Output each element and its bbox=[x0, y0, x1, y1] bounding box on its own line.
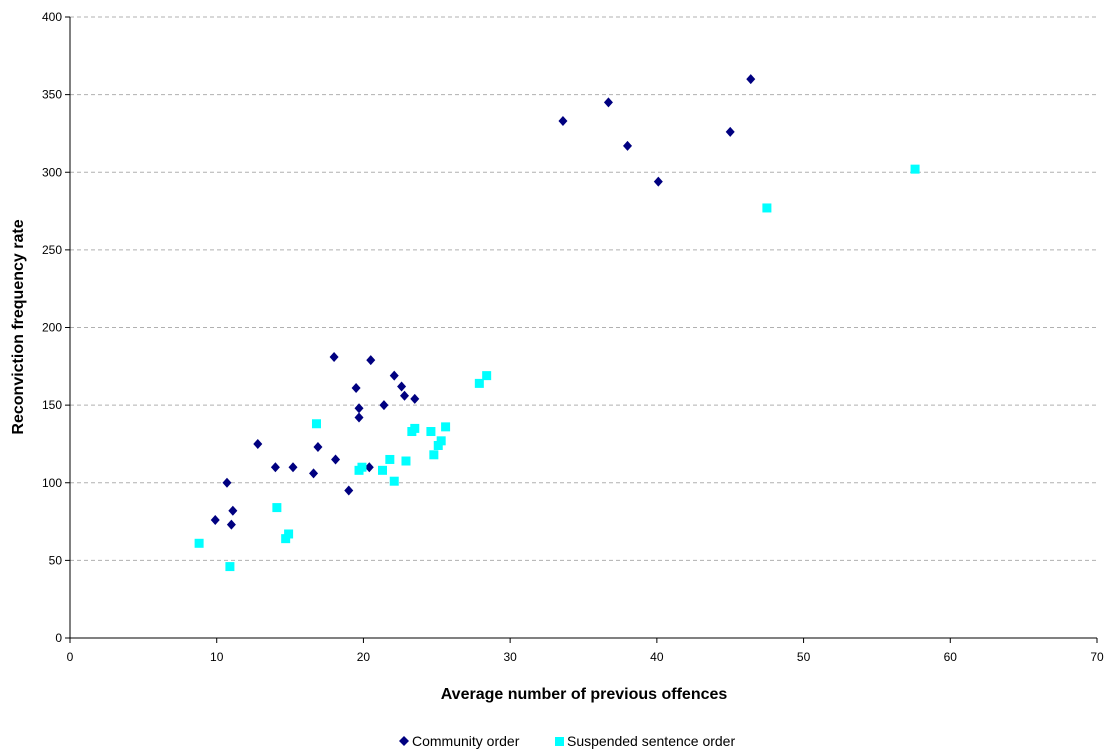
data-point-square bbox=[281, 534, 291, 544]
data-point-square bbox=[401, 456, 411, 466]
series-1 bbox=[194, 164, 920, 572]
y-tick-label: 400 bbox=[42, 10, 62, 24]
data-point-diamond bbox=[222, 477, 232, 488]
data-point-square bbox=[441, 422, 451, 432]
data-point-diamond bbox=[228, 505, 238, 516]
data-point-square bbox=[426, 427, 436, 437]
y-tick-label: 350 bbox=[42, 88, 62, 102]
series-0 bbox=[210, 74, 756, 530]
data-point-diamond bbox=[344, 485, 354, 496]
data-point-diamond bbox=[309, 468, 319, 479]
data-point-square bbox=[272, 503, 282, 513]
data-point-diamond bbox=[351, 383, 361, 394]
data-point-diamond bbox=[366, 355, 376, 366]
data-point-square bbox=[436, 436, 446, 446]
data-point-square bbox=[311, 419, 321, 429]
data-point-diamond bbox=[270, 462, 280, 473]
data-point-diamond bbox=[379, 400, 389, 411]
data-point-diamond bbox=[400, 390, 410, 401]
data-point-square bbox=[410, 423, 420, 433]
data-point-diamond bbox=[313, 442, 323, 453]
data-point-square bbox=[194, 538, 204, 548]
data-point-square bbox=[910, 164, 920, 174]
data-point-diamond bbox=[364, 462, 374, 473]
data-point-square bbox=[433, 440, 443, 450]
grid-lines bbox=[70, 16, 1097, 561]
legend-marker-community-order bbox=[399, 736, 409, 746]
data-point-square bbox=[389, 476, 399, 486]
legend-label-community-order: Community order bbox=[412, 733, 520, 749]
legend: Community order Suspended sentence order bbox=[399, 733, 735, 749]
x-tick-label: 30 bbox=[503, 650, 517, 664]
data-point-diamond bbox=[746, 74, 756, 85]
data-point-square bbox=[474, 378, 484, 388]
y-tick-label: 50 bbox=[49, 553, 63, 567]
legend-marker-suspended-sentence-order bbox=[555, 737, 564, 746]
data-point-diamond bbox=[410, 393, 420, 404]
y-axis-title: Reconviction frequency rate bbox=[10, 219, 27, 434]
y-tick-labels: 0 50 100 150 200 250 300 350 400 bbox=[42, 10, 62, 645]
data-point-diamond bbox=[329, 351, 339, 362]
data-point-diamond bbox=[210, 515, 220, 526]
data-point-diamond bbox=[653, 176, 663, 187]
data-points bbox=[194, 74, 920, 572]
data-point-square bbox=[284, 529, 294, 539]
data-point-square bbox=[429, 450, 439, 460]
data-point-diamond bbox=[603, 97, 613, 108]
y-tick-label: 300 bbox=[42, 165, 62, 179]
x-tick-label: 50 bbox=[797, 650, 811, 664]
data-point-square bbox=[762, 203, 772, 213]
data-point-square bbox=[357, 462, 367, 472]
x-axis-title: Average number of previous offences bbox=[441, 686, 728, 703]
data-point-diamond bbox=[226, 519, 236, 530]
legend-label-suspended-sentence-order: Suspended sentence order bbox=[567, 733, 735, 749]
x-tick-label: 60 bbox=[944, 650, 958, 664]
y-tick-label: 0 bbox=[55, 631, 62, 645]
x-tick-label: 40 bbox=[650, 650, 664, 664]
data-point-diamond bbox=[558, 116, 568, 127]
data-point-diamond bbox=[354, 403, 364, 414]
x-tick-label: 10 bbox=[210, 650, 224, 664]
y-tick-label: 200 bbox=[42, 321, 62, 335]
y-tick-label: 150 bbox=[42, 398, 62, 412]
x-tick-label: 70 bbox=[1090, 650, 1104, 664]
data-point-diamond bbox=[288, 462, 298, 473]
y-tick-label: 250 bbox=[42, 243, 62, 257]
data-point-square bbox=[378, 465, 388, 475]
axes bbox=[65, 16, 1098, 643]
data-point-diamond bbox=[331, 454, 341, 465]
x-tick-labels: 0 10 20 30 40 50 60 70 bbox=[67, 650, 1104, 664]
data-point-diamond bbox=[389, 370, 399, 381]
data-point-square bbox=[225, 562, 235, 572]
data-point-diamond bbox=[253, 438, 263, 449]
x-tick-label: 0 bbox=[67, 650, 74, 664]
data-point-diamond bbox=[397, 381, 407, 392]
data-point-square bbox=[482, 371, 492, 381]
y-tick-label: 100 bbox=[42, 476, 62, 490]
data-point-diamond bbox=[623, 140, 633, 151]
data-point-diamond bbox=[725, 126, 735, 137]
x-tick-label: 20 bbox=[357, 650, 371, 664]
data-point-square bbox=[385, 454, 395, 464]
data-point-diamond bbox=[354, 412, 364, 423]
